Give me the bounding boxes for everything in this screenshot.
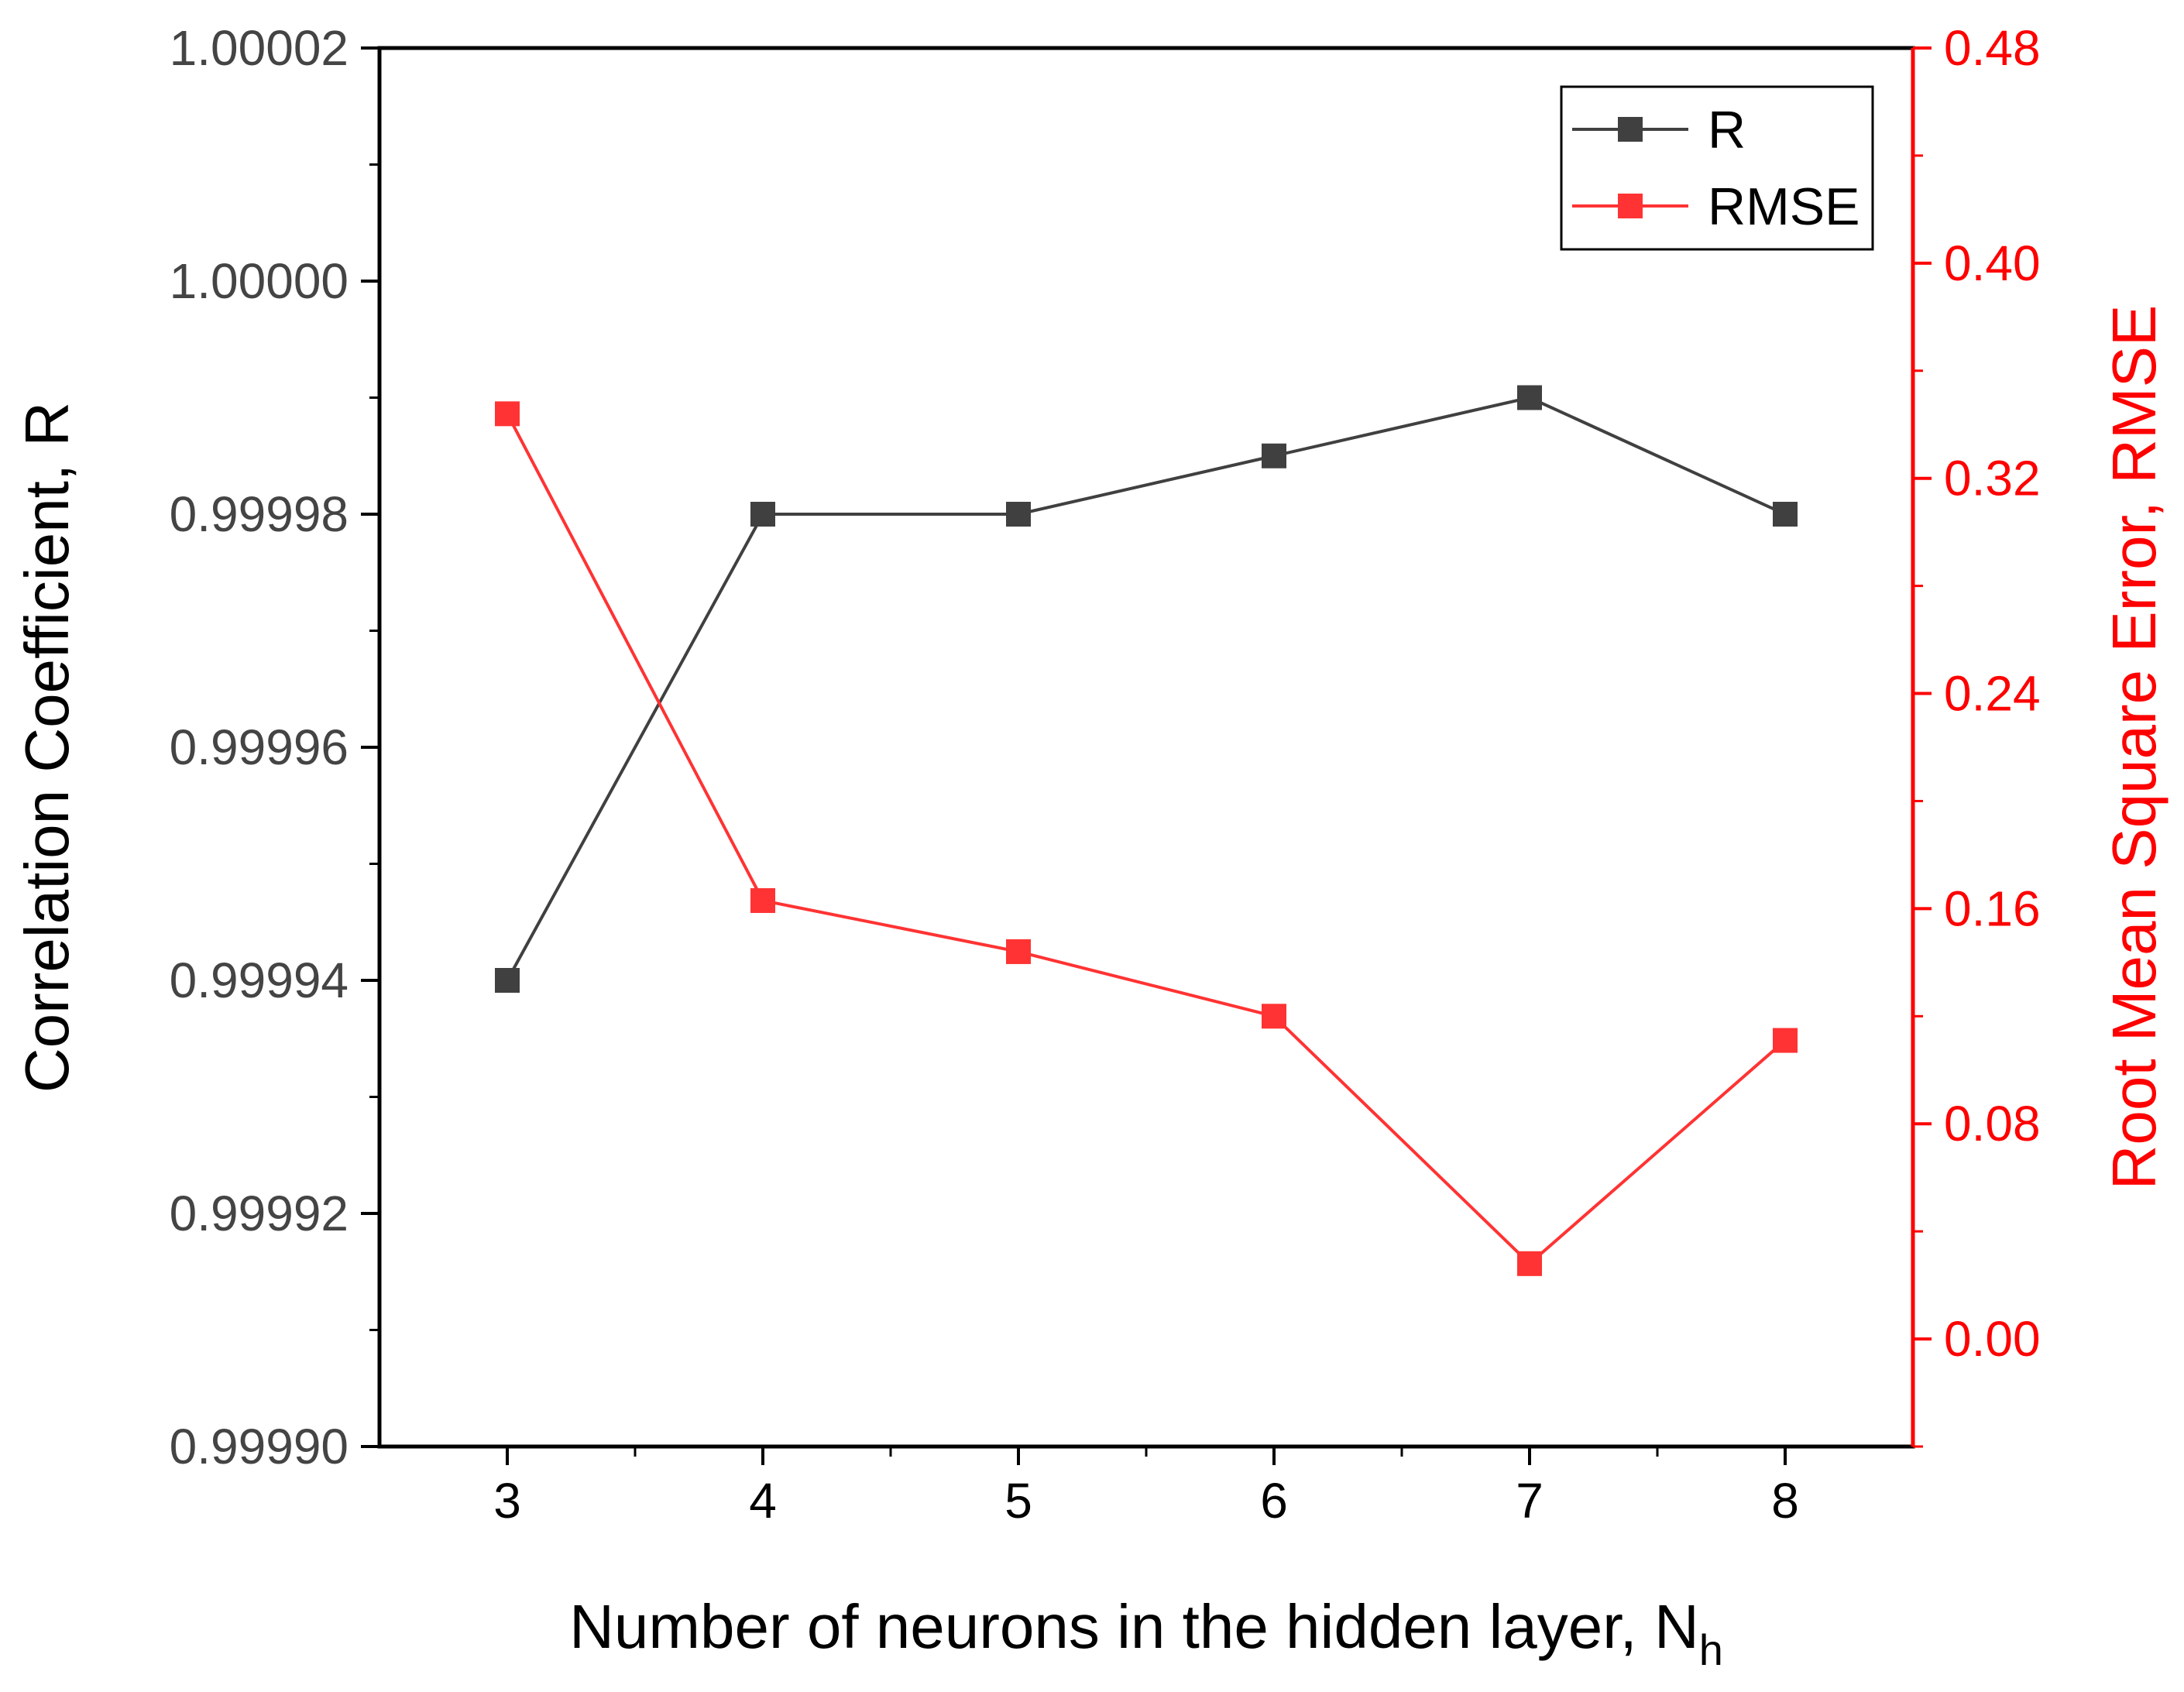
x-tick-label: 4: [749, 1473, 777, 1529]
legend-rmse-marker: [1618, 194, 1643, 218]
x-tick-label: 7: [1516, 1473, 1544, 1529]
legend-box: [1560, 85, 1874, 251]
right-axis: 0.00 0.08 0.16 0.24 0.32 0.40 0.48: [1911, 20, 2041, 1448]
left-tick-label: 0.99996: [170, 719, 349, 775]
series-line-r: [506, 396, 1786, 981]
legend-rmse-label: RMSE: [1708, 177, 1859, 236]
data-point-r: [495, 968, 520, 993]
left-tick-label: 0.99994: [170, 952, 349, 1008]
data-point-r: [1773, 502, 1798, 527]
left-tick-label: 1.00002: [170, 20, 349, 76]
data-point-rmse: [1006, 939, 1031, 964]
right-tick-label: 0.32: [1944, 451, 2041, 506]
data-point-rmse: [1517, 1251, 1542, 1276]
data-point-r: [1006, 502, 1031, 527]
right-tick-label: 0.08: [1944, 1096, 2041, 1151]
left-tick-label: 1.00000: [170, 253, 349, 309]
left-axis-title: Correlation Coefficient, R: [12, 402, 81, 1093]
x-tick-label: 3: [493, 1473, 521, 1529]
x-tick-label: 6: [1260, 1473, 1288, 1529]
right-axis-title: Root Mean Square Error, RMSE: [2100, 305, 2169, 1190]
x-axis-title-main: Number of neurons in the hidden layer, N: [569, 1592, 1699, 1661]
right-tick-label: 0.16: [1944, 880, 2041, 936]
legend: R RMSE: [1560, 85, 1874, 251]
right-tick-label: 0.48: [1944, 20, 2041, 76]
legend-r-marker: [1618, 117, 1643, 142]
data-point-rmse: [750, 887, 775, 913]
x-axis: 3 4 5 6 7 8: [493, 1447, 1799, 1529]
right-tick-label: 0.00: [1944, 1311, 2041, 1367]
left-axis: 0.99990 0.99992 0.99994 0.99996 0.99998 1.000…: [170, 20, 379, 1474]
left-tick-label: 0.99998: [170, 486, 349, 542]
x-tick-label: 5: [1004, 1473, 1032, 1529]
left-tick-label: 0.99990: [170, 1419, 349, 1474]
data-point-rmse: [1262, 1004, 1286, 1029]
left-tick-label: 0.99992: [170, 1186, 349, 1241]
data-point-r: [750, 502, 775, 527]
right-tick-label: 0.24: [1944, 666, 2041, 722]
x-tick-label: 8: [1771, 1473, 1799, 1529]
data-point-r: [1517, 385, 1542, 410]
x-axis-title: Number of neurons in the hidden layer, N…: [569, 1592, 1723, 1674]
right-tick-label: 0.40: [1944, 235, 2041, 291]
data-point-rmse: [1773, 1028, 1798, 1053]
legend-r-label: R: [1708, 101, 1746, 160]
series-line-rmse: [506, 413, 1787, 1266]
data-point-rmse: [495, 401, 520, 427]
data-point-r: [1262, 443, 1286, 468]
x-axis-title-subscript: h: [1699, 1625, 1723, 1674]
plot-frame: [377, 46, 1915, 1449]
series-layer: [495, 385, 1798, 1276]
